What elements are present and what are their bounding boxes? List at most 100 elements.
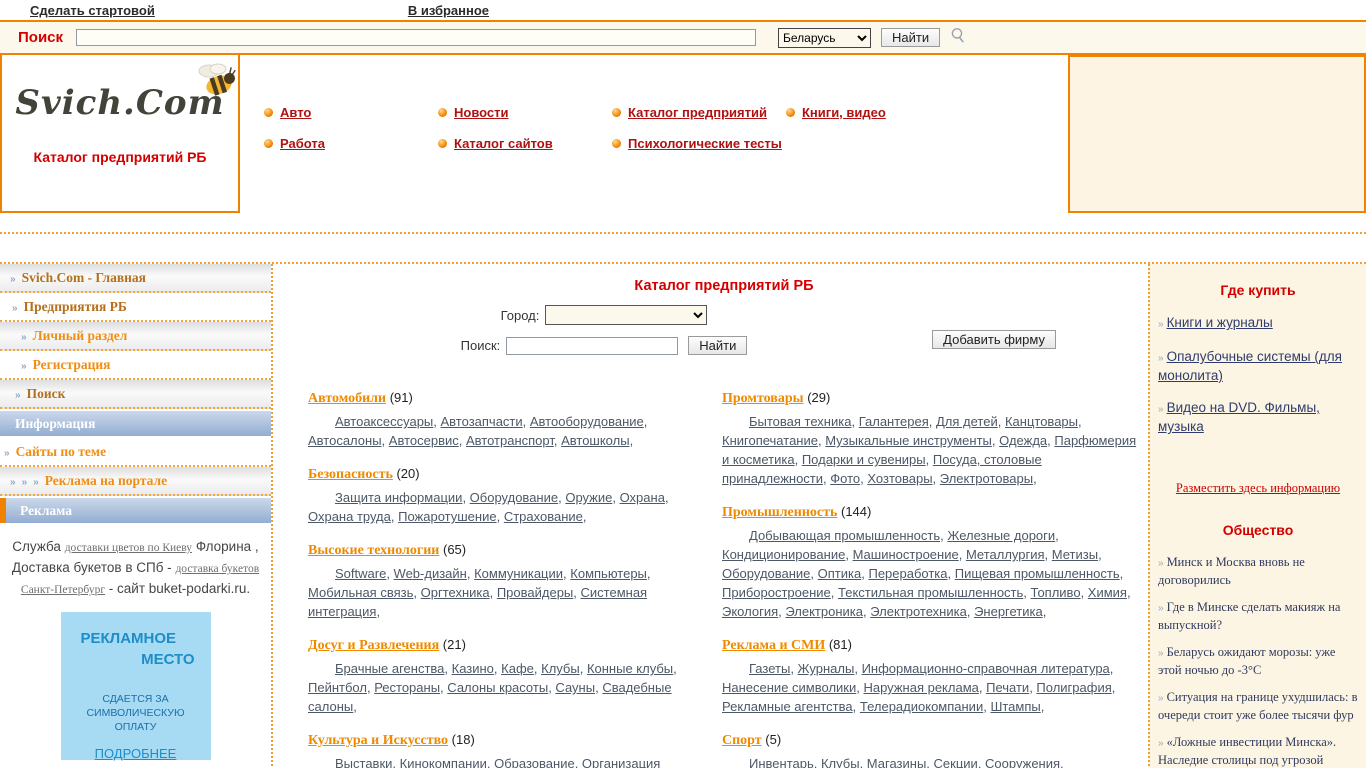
subcategory-link[interactable]: Информационно-справочная литература [861, 661, 1110, 676]
logo-block[interactable]: Svich.Com Каталог предприятий РБ [0, 55, 240, 213]
news-item[interactable]: » Минск и Москва вновь не договорились [1158, 554, 1358, 588]
category-link[interactable]: Реклама и СМИ [722, 638, 826, 653]
subcategory-link[interactable]: Рестораны [374, 680, 441, 695]
subcategory-link[interactable]: Одежда [999, 433, 1048, 448]
news-item[interactable]: » Где в Минске сделать макияж на выпускно… [1158, 599, 1358, 633]
news-item[interactable]: » Ситуация на границе ухудшилась: в очере… [1158, 689, 1358, 723]
add-favorites-link[interactable]: В избранное [407, 2, 490, 18]
subcategory-link[interactable]: Образование [494, 756, 575, 768]
subcategory-link[interactable]: Оружие [565, 490, 613, 505]
subcategory-link[interactable]: Оргтехника [420, 585, 490, 600]
subcategory-link[interactable]: Химия [1087, 585, 1127, 600]
subcategory-link[interactable]: Экология [722, 604, 779, 619]
sidebar-item[interactable]: » Сайты по теме [0, 438, 271, 467]
category-link[interactable]: Культура и Искусство [308, 733, 449, 748]
sidebar-item[interactable]: » Предприятия РБ [0, 293, 271, 322]
subcategory-link[interactable]: Мобильная связь [308, 585, 414, 600]
subcategory-link[interactable]: Свадебные салоны [308, 680, 672, 714]
subcategory-link[interactable]: Software [335, 566, 387, 581]
make-home-link[interactable]: Сделать стартовой [30, 2, 155, 18]
subcategory-link[interactable]: Музыкальные инструменты [825, 433, 992, 448]
place-info-link[interactable]: Разместить здесь информацию [1175, 481, 1341, 495]
category-link[interactable]: Высокие технологии [308, 543, 440, 558]
subcategory-link[interactable]: Автосервис [388, 433, 459, 448]
subcategory-link[interactable]: Бытовая техника [749, 414, 852, 429]
nav-link[interactable]: Новости [454, 105, 509, 120]
subcategory-link[interactable]: Пейнтбол [308, 680, 367, 695]
subcategory-link[interactable]: Наружная реклама [863, 680, 979, 695]
subcategory-link[interactable]: Электротехника [870, 604, 967, 619]
subcategory-link[interactable]: Сауны [555, 680, 596, 695]
subcategory-link[interactable]: Парфюмерия и косметика [722, 433, 1137, 467]
subcategory-link[interactable]: Охрана труда [308, 509, 391, 524]
subcategory-link[interactable]: Полиграфия [1036, 680, 1112, 695]
category-link[interactable]: Досуг и Развлечения [308, 638, 440, 653]
subcategory-link[interactable]: Секции [933, 756, 978, 768]
banner-more-link[interactable]: ПОДРОБНЕЕ [94, 746, 177, 761]
subcategory-link[interactable]: Переработка [868, 566, 948, 581]
subcategory-link[interactable]: Оборудование [722, 566, 811, 581]
subcategory-link[interactable]: Конные клубы [586, 661, 674, 676]
subcategory-link[interactable]: Металлургия [965, 547, 1045, 562]
subcategory-link[interactable]: Машиностроение [852, 547, 959, 562]
category-link[interactable]: Промтовары [722, 391, 804, 406]
subcategory-link[interactable]: Коммуникации [474, 566, 564, 581]
subcategory-link[interactable]: Печати [986, 680, 1030, 695]
subcategory-link[interactable]: Брачные агенства [335, 661, 445, 676]
subcategory-link[interactable]: Хозтовары [867, 471, 933, 486]
site-search-input[interactable] [76, 29, 757, 46]
subcategory-link[interactable]: Организация выставок [581, 756, 661, 768]
firm-find-button[interactable]: Найти [688, 336, 748, 355]
buy-link[interactable]: Опалубочные системы (для монолита) [1158, 349, 1342, 383]
subcategory-link[interactable]: Кинокомпании [399, 756, 487, 768]
subcategory-link[interactable]: Web-дизайн [393, 566, 467, 581]
category-link[interactable]: Промышленность [722, 505, 838, 520]
site-find-button[interactable]: Найти [881, 28, 941, 47]
sidebar-item[interactable]: » Svich.Com - Главная [0, 264, 271, 293]
subcategory-link[interactable]: Автоаксессуары [335, 414, 434, 429]
subcategory-link[interactable]: Магазины [866, 756, 927, 768]
region-select[interactable]: Беларусь [778, 27, 872, 48]
subcategory-link[interactable]: Электроника [785, 604, 863, 619]
subcategory-link[interactable]: Телерадиокомпании [859, 699, 984, 714]
nav-link[interactable]: Каталог сайтов [454, 136, 553, 151]
subcategory-link[interactable]: Клубы [820, 756, 860, 768]
subcategory-link[interactable]: Энергетика [974, 604, 1043, 619]
nav-link[interactable]: Психологические тесты [628, 136, 782, 151]
sidebar-item[interactable]: » Поиск [0, 380, 271, 409]
subcategory-link[interactable]: Автооборудование [529, 414, 644, 429]
subcategory-link[interactable]: Защита информации [335, 490, 463, 505]
subcategory-link[interactable]: Приборостроение [722, 585, 831, 600]
subcategory-link[interactable]: Охрана [619, 490, 665, 505]
subcategory-link[interactable]: Текстильная промышленность [838, 585, 1024, 600]
subcategory-link[interactable]: Нанесение символики [722, 680, 857, 695]
subcategory-link[interactable]: Галантерея [858, 414, 929, 429]
subcategory-link[interactable]: Электротовары [939, 471, 1034, 486]
subcategory-link[interactable]: Оптика [817, 566, 862, 581]
nav-link[interactable]: Каталог предприятий [628, 105, 767, 120]
subcategory-link[interactable]: Канцтовары [1004, 414, 1078, 429]
subcategory-link[interactable]: Пищевая промышленность [954, 566, 1120, 581]
subcategory-link[interactable]: Метизы [1051, 547, 1099, 562]
subcategory-link[interactable]: Оборудование [469, 490, 559, 505]
subcategory-link[interactable]: Топливо [1030, 585, 1081, 600]
nav-link[interactable]: Авто [280, 105, 312, 120]
subcategory-link[interactable]: Автосалоны [308, 433, 382, 448]
subcategory-link[interactable]: Кондиционирование [722, 547, 846, 562]
subcategory-link[interactable]: Казино [451, 661, 494, 676]
city-select[interactable] [545, 305, 708, 325]
category-link[interactable]: Автомобили [308, 391, 387, 406]
sidebar-item[interactable]: » Регистрация [0, 351, 271, 380]
subcategory-link[interactable]: Добывающая промышленность [749, 528, 941, 543]
subcategory-link[interactable]: Системная интеграция [308, 585, 648, 619]
subcategory-link[interactable]: Подарки и сувениры [801, 452, 926, 467]
news-item[interactable]: » Беларусь ожидают морозы: уже этой ночью… [1158, 644, 1358, 678]
subcategory-link[interactable]: Железные дороги [947, 528, 1056, 543]
buy-link[interactable]: Книги и журналы [1166, 315, 1273, 330]
subcategory-link[interactable]: Штампы [990, 699, 1041, 714]
category-link[interactable]: Безопасность [308, 467, 393, 482]
subcategory-link[interactable]: Салоны красоты [447, 680, 549, 695]
subcategory-link[interactable]: Фото [830, 471, 861, 486]
subcategory-link[interactable]: Провайдеры [496, 585, 574, 600]
subcategory-link[interactable]: Автозапчасти [440, 414, 523, 429]
